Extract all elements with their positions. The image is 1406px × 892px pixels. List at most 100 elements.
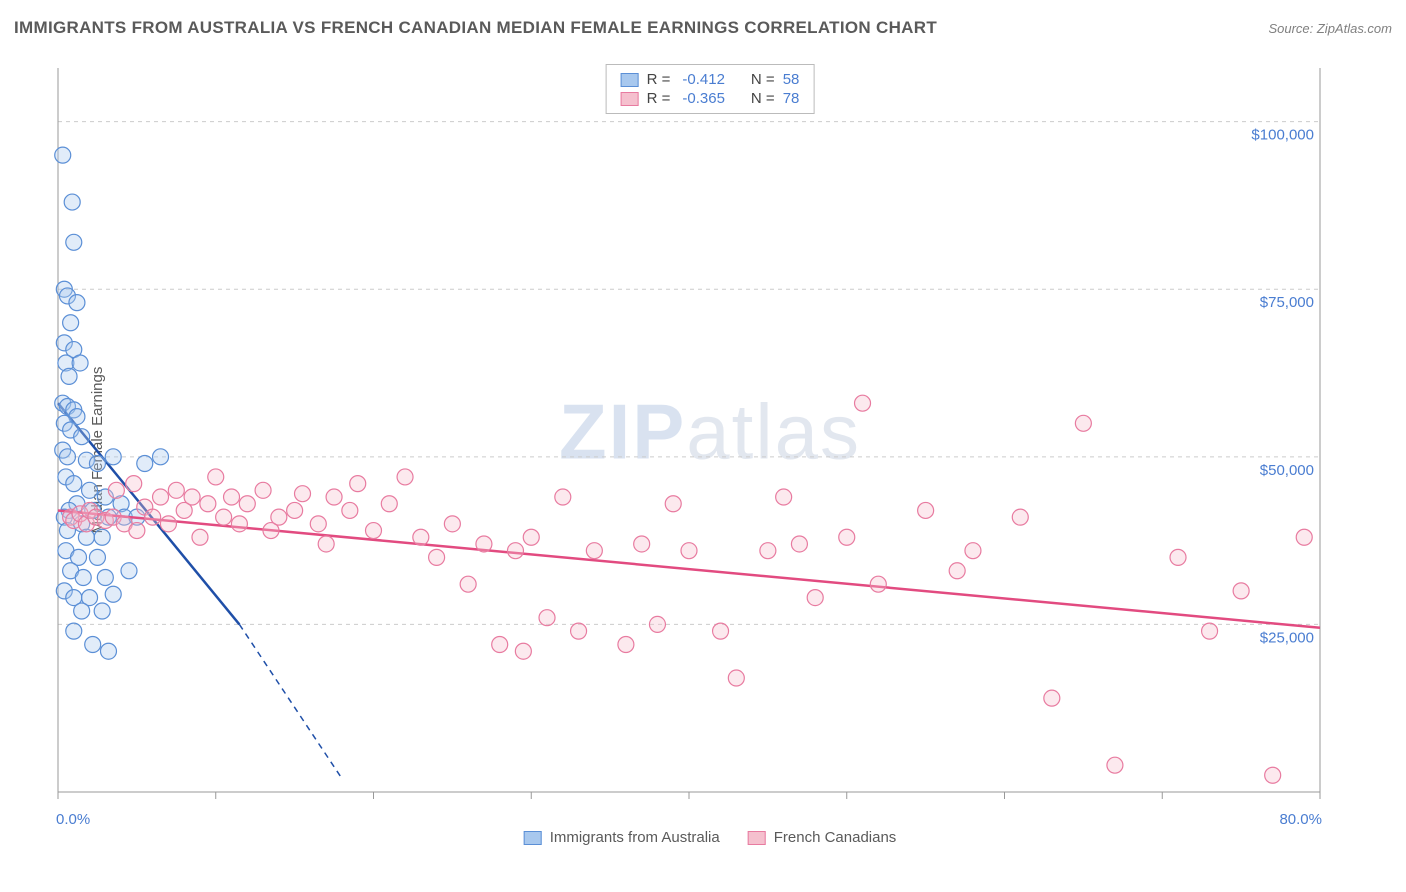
point-french: [649, 616, 665, 632]
point-australia: [66, 476, 82, 492]
point-french: [460, 576, 476, 592]
point-french: [255, 482, 271, 498]
x-tick-label: 0.0%: [56, 811, 90, 828]
y-tick-label: $100,000: [1251, 127, 1314, 144]
legend-item-french: French Canadians: [748, 829, 897, 846]
r-label: R =: [647, 71, 671, 88]
trend-french: [58, 510, 1320, 627]
point-french: [192, 529, 208, 545]
point-french: [342, 502, 358, 518]
point-french: [350, 476, 366, 492]
r-value: -0.365: [682, 90, 725, 107]
legend-swatch: [748, 831, 766, 845]
point-australia: [63, 315, 79, 331]
point-french: [855, 395, 871, 411]
point-french: [318, 536, 334, 552]
point-french: [870, 576, 886, 592]
point-french: [539, 610, 555, 626]
point-french: [126, 476, 142, 492]
legend-label: Immigrants from Australia: [550, 829, 720, 846]
point-french: [200, 496, 216, 512]
point-australia: [121, 563, 137, 579]
point-french: [231, 516, 247, 532]
point-french: [160, 516, 176, 532]
point-french: [381, 496, 397, 512]
point-french: [523, 529, 539, 545]
legend-stats: R =-0.412N =58R =-0.365N =78: [606, 64, 815, 114]
point-french: [216, 509, 232, 525]
point-australia: [100, 643, 116, 659]
point-french: [1044, 690, 1060, 706]
point-australia: [74, 603, 90, 619]
point-australia: [55, 147, 71, 163]
point-french: [1012, 509, 1028, 525]
point-australia: [82, 482, 98, 498]
point-french: [145, 509, 161, 525]
point-australia: [66, 623, 82, 639]
x-tick-label: 80.0%: [1279, 811, 1322, 828]
legend-swatch: [524, 831, 542, 845]
legend-swatch: [621, 92, 639, 106]
legend-swatch: [621, 73, 639, 87]
point-french: [918, 502, 934, 518]
point-australia: [74, 429, 90, 445]
point-french: [239, 496, 255, 512]
point-french: [713, 623, 729, 639]
legend-label: French Canadians: [774, 829, 897, 846]
point-french: [224, 489, 240, 505]
point-australia: [97, 569, 113, 585]
point-french: [515, 643, 531, 659]
chart-source: Source: ZipAtlas.com: [1268, 21, 1392, 36]
point-australia: [94, 529, 110, 545]
point-french: [153, 489, 169, 505]
point-french: [413, 529, 429, 545]
point-french: [807, 590, 823, 606]
legend-stat-australia: R =-0.412N =58: [621, 71, 800, 88]
point-french: [366, 523, 382, 539]
point-australia: [94, 603, 110, 619]
source-label: Source:: [1268, 21, 1316, 36]
trend-dash-australia: [239, 624, 342, 778]
point-french: [444, 516, 460, 532]
point-french: [1170, 549, 1186, 565]
point-australia: [105, 449, 121, 465]
chart-header: IMMIGRANTS FROM AUSTRALIA VS FRENCH CANA…: [14, 18, 1392, 38]
point-australia: [59, 449, 75, 465]
point-australia: [66, 234, 82, 250]
point-australia: [64, 194, 80, 210]
point-french: [108, 482, 124, 498]
point-french: [1075, 415, 1091, 431]
point-french: [476, 536, 492, 552]
point-french: [965, 543, 981, 559]
source-name: ZipAtlas.com: [1317, 21, 1392, 36]
point-australia: [153, 449, 169, 465]
chart-container: Median Female Earnings ZIPatlas $25,000$…: [50, 60, 1370, 840]
point-australia: [89, 549, 105, 565]
point-french: [571, 623, 587, 639]
n-label: N =: [751, 90, 775, 107]
y-tick-label: $50,000: [1260, 462, 1314, 479]
point-french: [507, 543, 523, 559]
point-french: [492, 637, 508, 653]
n-label: N =: [751, 71, 775, 88]
point-french: [776, 489, 792, 505]
y-tick-label: $25,000: [1260, 629, 1314, 646]
point-french: [791, 536, 807, 552]
chart-title: IMMIGRANTS FROM AUSTRALIA VS FRENCH CANA…: [14, 18, 937, 38]
point-french: [1202, 623, 1218, 639]
point-french: [1107, 757, 1123, 773]
point-french: [1265, 767, 1281, 783]
point-australia: [69, 295, 85, 311]
point-french: [397, 469, 413, 485]
point-french: [634, 536, 650, 552]
point-french: [665, 496, 681, 512]
legend-stat-french: R =-0.365N =78: [621, 90, 800, 107]
legend-item-australia: Immigrants from Australia: [524, 829, 720, 846]
point-australia: [72, 355, 88, 371]
point-french: [760, 543, 776, 559]
r-label: R =: [647, 90, 671, 107]
point-french: [287, 502, 303, 518]
point-french: [1296, 529, 1312, 545]
r-value: -0.412: [682, 71, 725, 88]
point-french: [681, 543, 697, 559]
